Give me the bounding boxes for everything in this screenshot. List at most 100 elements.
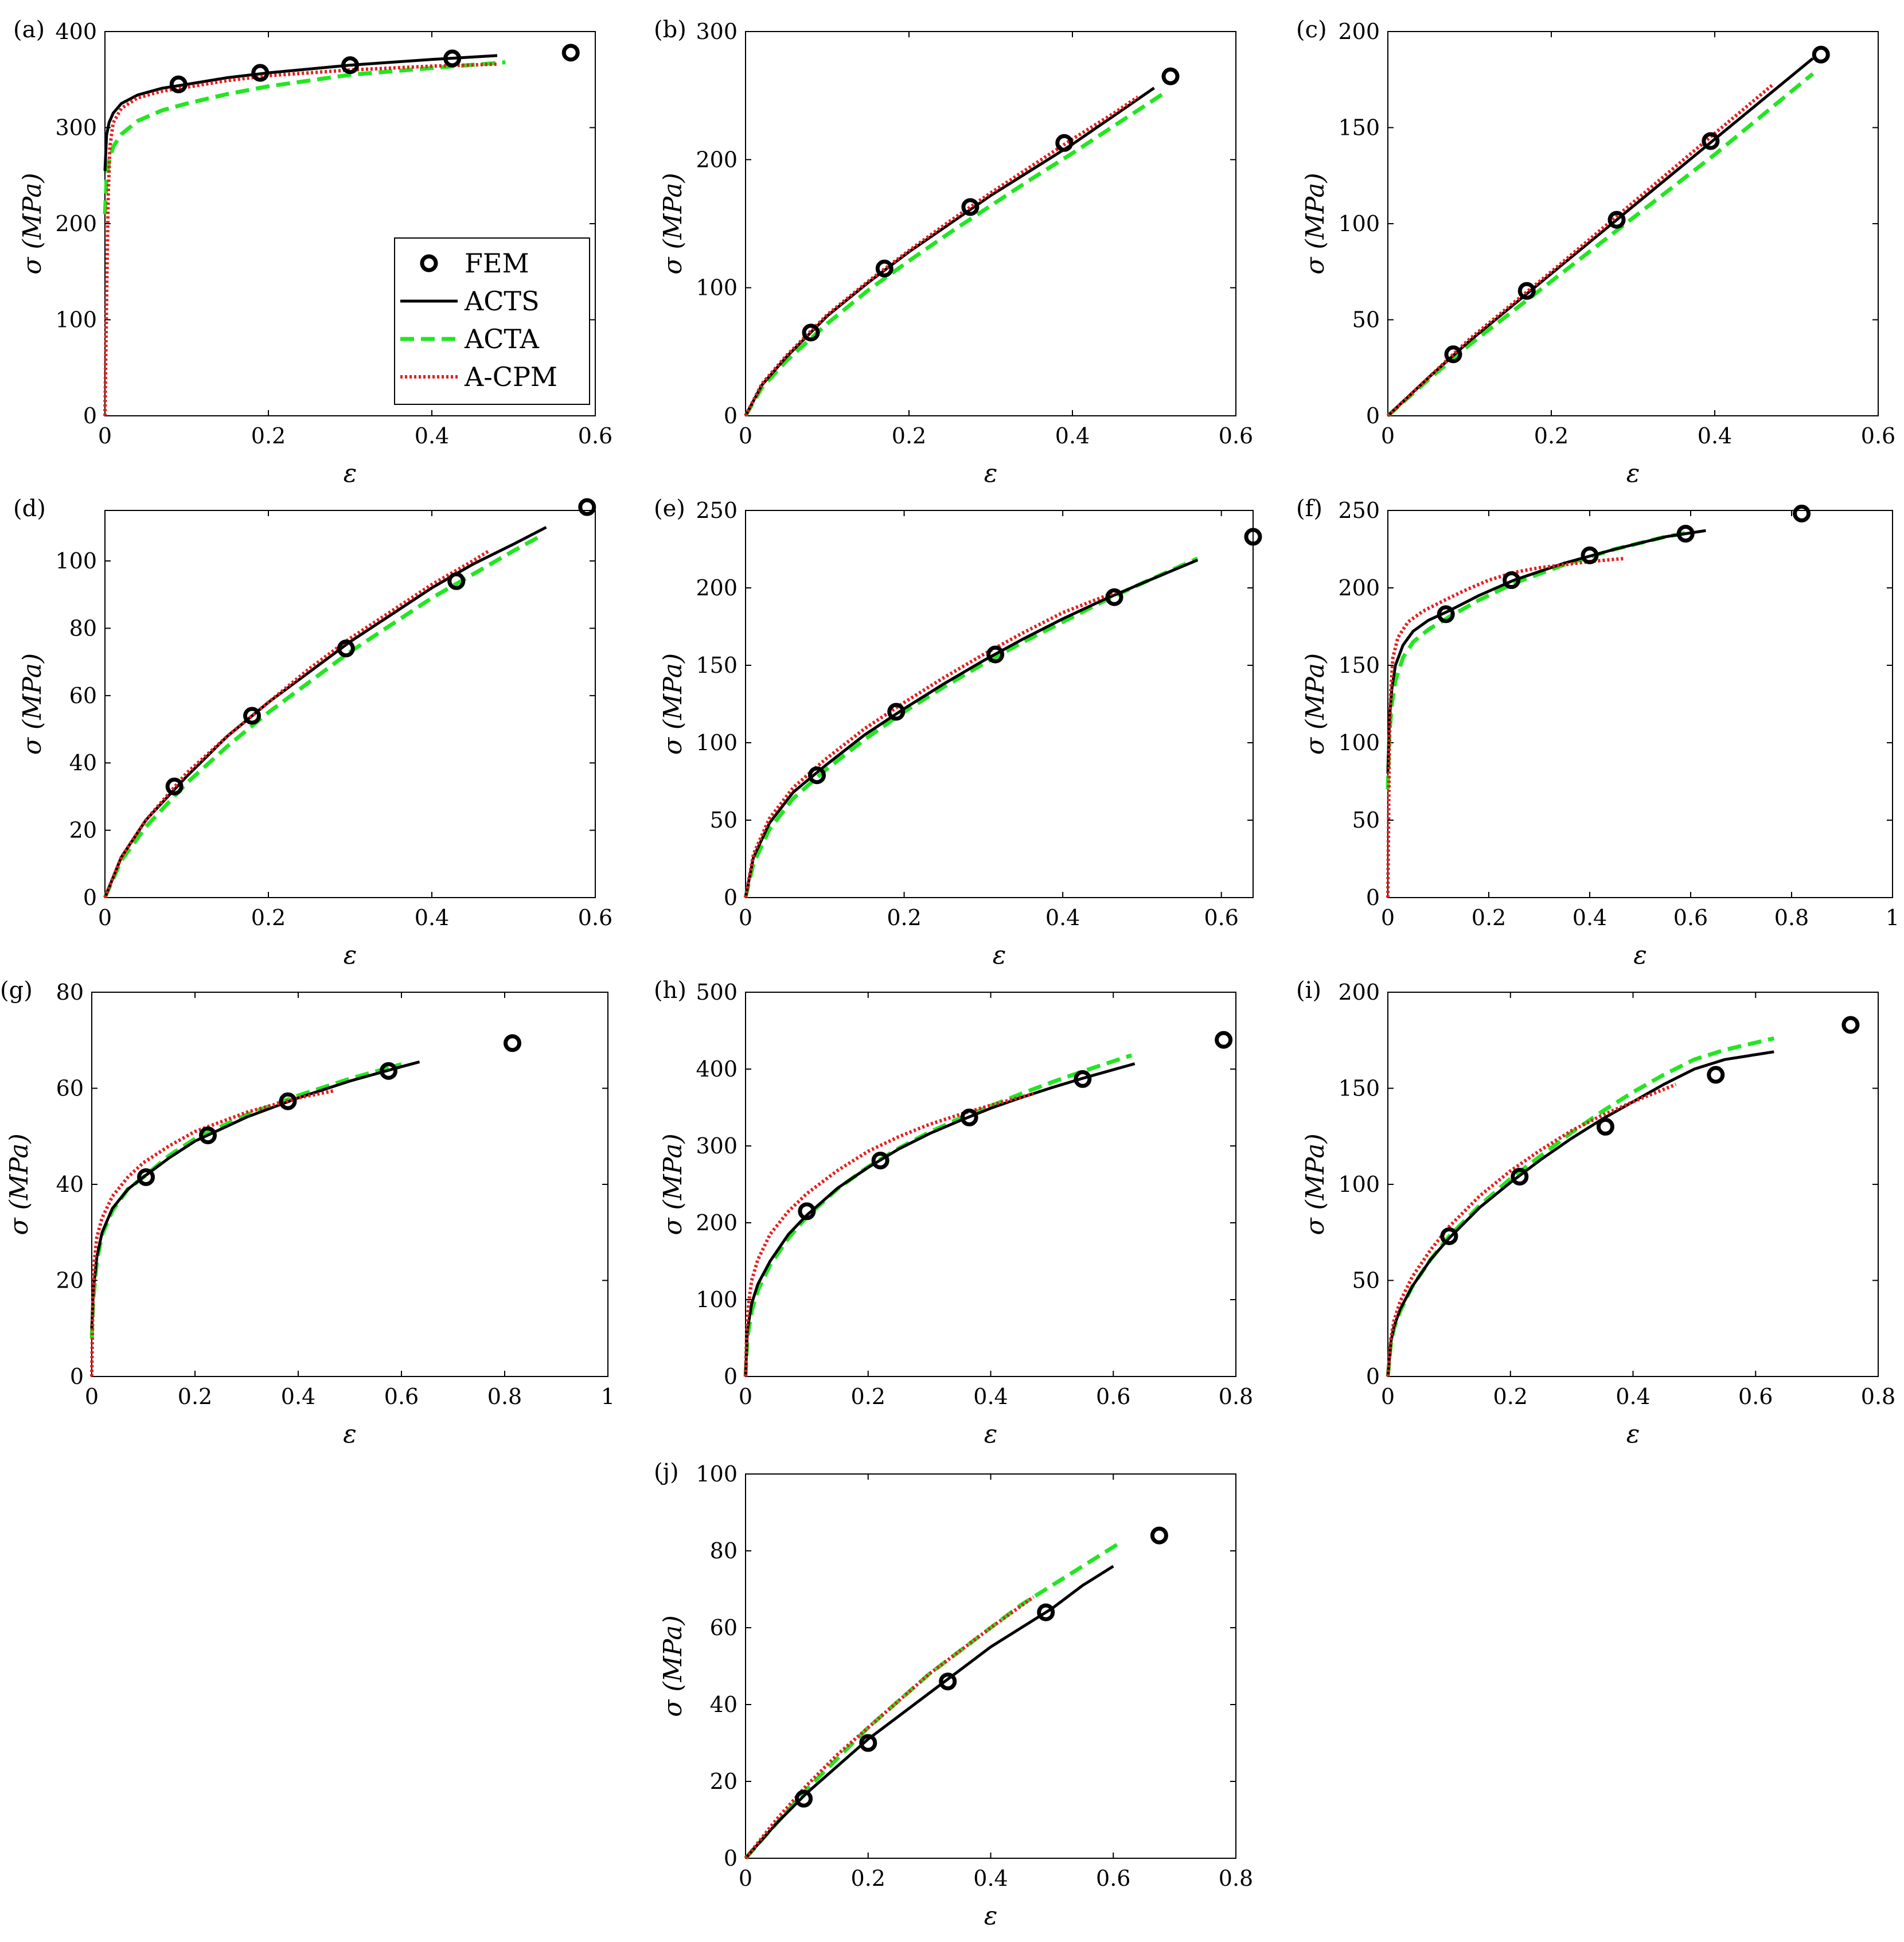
x-tick-label: 0.2 <box>892 423 926 449</box>
plot-frame <box>104 510 596 898</box>
y-tick-label: 250 <box>1338 498 1380 523</box>
x-axis-label: ε <box>984 459 998 488</box>
a-cpm-line <box>744 95 1139 417</box>
a-cpm-line <box>744 589 1119 898</box>
y-tick-label: 300 <box>55 115 97 141</box>
legend: FEM ACTS ACTA A-CPM <box>394 237 590 405</box>
y-tick-label: 40 <box>69 750 97 775</box>
y-axis-label: σ (MPa) <box>658 1133 688 1235</box>
y-tick-label: 250 <box>696 498 738 523</box>
x-tick-label: 0.2 <box>1472 905 1506 930</box>
x-tick-label: 0 <box>98 905 112 930</box>
x-tick-label: 0.6 <box>1219 423 1253 449</box>
y-tick-label: 0 <box>724 1364 738 1389</box>
fem-point <box>939 1672 957 1691</box>
y-tick-label: 100 <box>696 275 738 301</box>
fem-point <box>875 259 894 278</box>
fem-point <box>1503 571 1521 589</box>
fem-point <box>1707 1066 1725 1084</box>
x-tick-label: 0.6 <box>1096 1866 1130 1891</box>
x-tick-label: 0 <box>1381 423 1395 449</box>
x-tick-label: 0 <box>739 1866 752 1891</box>
panel-d: 0 0.2 0.4 0.6 0 20 40 60 80 100 ε σ (MPa) (d) <box>13 496 612 970</box>
panel-c: 0 0.2 0.4 0.6 0 50 100 150 200 ε σ (MPa) (c) <box>1296 17 1895 488</box>
panel-label: (j) <box>654 1459 679 1485</box>
fem-point <box>871 1151 889 1169</box>
x-tick-label: 0.4 <box>415 905 449 930</box>
y-tick-label: 400 <box>55 19 97 44</box>
panel-b: 0 0.2 0.4 0.6 0 100 200 300 ε σ (MPa) (b) <box>654 17 1253 488</box>
fem-point <box>1511 1168 1529 1186</box>
fem-point <box>504 1034 521 1052</box>
y-tick-label: 100 <box>696 1461 738 1487</box>
panel-label: (a) <box>13 17 45 43</box>
y-tick-label: 200 <box>1338 980 1380 1005</box>
x-tick-label: 0.2 <box>887 905 921 930</box>
fem-point <box>1702 132 1720 150</box>
fem-point <box>1596 1118 1614 1136</box>
y-tick-label: 40 <box>710 1692 738 1717</box>
acta-line <box>103 60 506 215</box>
y-tick-label: 150 <box>696 653 738 678</box>
a-cpm-line <box>744 1092 1035 1377</box>
acta-line <box>89 1062 402 1339</box>
plot-frame <box>91 992 608 1377</box>
acta-line <box>103 535 539 899</box>
fem-point <box>279 1092 297 1110</box>
fem-point <box>1105 588 1123 606</box>
x-tick-label: 1 <box>1886 905 1899 930</box>
x-tick-label: 0.2 <box>251 423 286 449</box>
x-tick-label: 0.4 <box>281 1384 315 1409</box>
fem-point <box>887 703 906 721</box>
fem-point <box>165 777 184 795</box>
fem-point <box>1444 345 1462 364</box>
x-tick-label: 0 <box>85 1384 99 1409</box>
fem-point <box>986 645 1005 664</box>
x-tick-label: 0.6 <box>1738 1384 1773 1409</box>
x-axis-label: ε <box>343 1420 357 1449</box>
x-tick-label: 0.4 <box>1616 1384 1650 1409</box>
acts-line <box>1386 529 1706 774</box>
y-tick-label: 150 <box>1338 653 1380 678</box>
acta-line <box>1386 530 1691 790</box>
y-axis-label: σ (MPa) <box>5 1133 34 1235</box>
y-tick-label: 150 <box>1338 115 1380 141</box>
y-tick-label: 0 <box>724 885 738 910</box>
x-axis-label: ε <box>1626 459 1640 488</box>
fem-point <box>199 1126 217 1145</box>
x-tick-label: 0.8 <box>487 1384 522 1409</box>
y-tick-label: 300 <box>696 1133 738 1159</box>
y-tick-label: 80 <box>69 615 97 641</box>
acts-line <box>103 54 498 171</box>
acts-line <box>1386 1050 1774 1377</box>
legend-label: FEM <box>465 248 529 279</box>
x-tick-label: 0.4 <box>973 1384 1008 1409</box>
panel-label: (h) <box>654 977 686 1004</box>
fem-point <box>1215 1031 1233 1049</box>
fem-point <box>1793 504 1811 522</box>
y-tick-label: 20 <box>56 1268 84 1293</box>
x-tick-label: 0.8 <box>1219 1866 1253 1891</box>
y-tick-label: 0 <box>1366 403 1380 428</box>
y-axis-label: σ (MPa) <box>658 173 688 274</box>
x-axis-label: ε <box>1626 1420 1640 1449</box>
y-axis-label: σ (MPa) <box>1301 1133 1330 1235</box>
fem-point <box>1581 546 1599 564</box>
a-cpm-line <box>1386 556 1625 898</box>
y-tick-label: 0 <box>724 403 738 428</box>
y-tick-label: 20 <box>69 818 97 843</box>
fem-point <box>169 75 188 93</box>
x-tick-label: 0.6 <box>1204 905 1238 930</box>
x-tick-label: 0 <box>1381 1384 1395 1409</box>
y-tick-label: 200 <box>696 147 738 172</box>
x-tick-label: 0.6 <box>1096 1384 1130 1409</box>
y-tick-label: 0 <box>1366 1364 1380 1389</box>
y-tick-label: 100 <box>696 1287 738 1312</box>
x-tick-label: 0.6 <box>1861 423 1895 449</box>
x-tick-label: 0.2 <box>178 1384 212 1409</box>
fem-point <box>795 1789 813 1808</box>
fem-point <box>1150 1526 1168 1545</box>
y-tick-label: 100 <box>1338 1172 1380 1197</box>
plot-frame <box>745 31 1236 416</box>
panel-g: 0 0.2 0.4 0.6 0.8 1 0 20 40 60 80 ε σ (MPa) (g) <box>0 977 615 1449</box>
